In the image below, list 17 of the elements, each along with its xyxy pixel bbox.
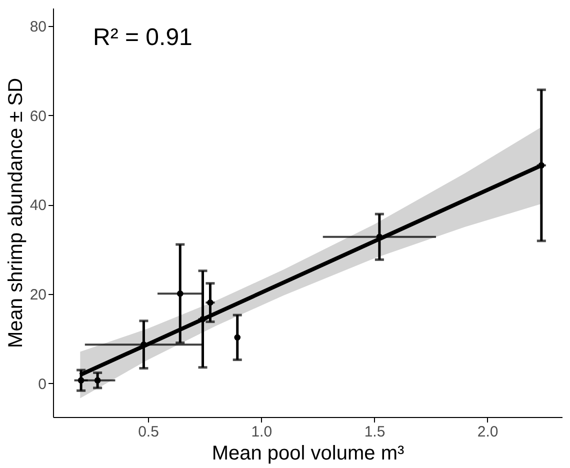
annotation: R² = 0.91 <box>93 24 192 51</box>
x-axis-title: Mean pool volume m³ <box>212 442 404 464</box>
x-tick-label: 0.5 <box>138 424 159 440</box>
point <box>94 377 101 384</box>
point <box>176 290 184 297</box>
point <box>234 334 241 341</box>
y-tick-label: 20 <box>30 286 46 304</box>
y-tick-label: 80 <box>30 18 46 36</box>
y-tick-label: 40 <box>30 197 46 214</box>
x-tick-label: 1.5 <box>364 424 386 440</box>
point <box>207 299 214 306</box>
point <box>78 377 84 384</box>
y-tick-label: 0 <box>38 376 46 393</box>
y-axis-title: Mean shrimp abundance ± SD <box>4 78 27 348</box>
y-tick-label: 60 <box>30 108 46 125</box>
x-tick-label: 1.0 <box>251 424 272 440</box>
x-tick-label: 2.0 <box>477 424 498 440</box>
